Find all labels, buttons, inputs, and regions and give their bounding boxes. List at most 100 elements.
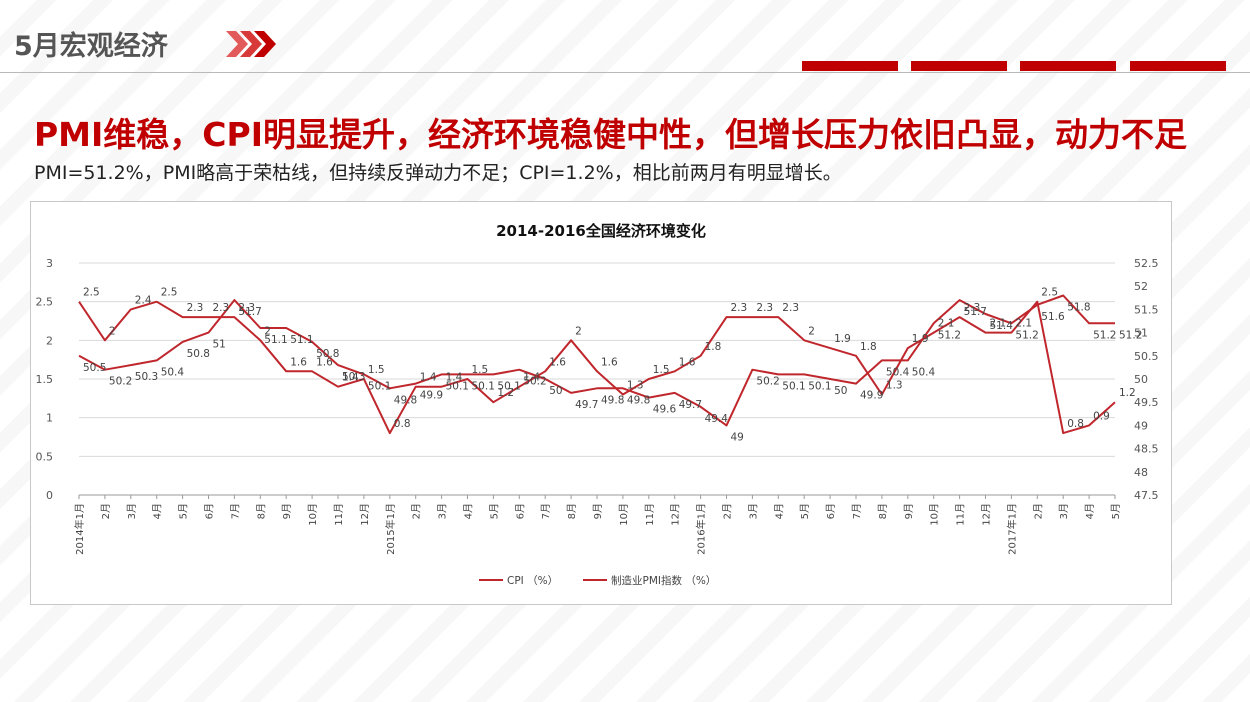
x-axis-tick-label: 6月 — [514, 503, 526, 519]
cpi-data-label: 2.1 — [1015, 318, 1032, 330]
x-axis-tick-label: 2015年1月 — [384, 503, 397, 555]
pmi-data-label: 50.5 — [83, 362, 106, 374]
cpi-data-label: 1.2 — [1119, 387, 1136, 399]
pmi-data-label: 50.4 — [161, 366, 185, 378]
left-axis-tick-label: 2 — [46, 334, 53, 347]
left-axis-tick-label: 1.5 — [36, 373, 54, 386]
pmi-data-label: 51 — [213, 339, 226, 351]
pmi-data-label: 50.2 — [756, 376, 779, 388]
x-axis-tick-label: 2014年1月 — [73, 503, 86, 555]
cpi-data-label: 1.5 — [472, 364, 489, 376]
pmi-data-label: 50.3 — [135, 371, 158, 383]
header-bar-segment — [1020, 61, 1116, 71]
x-axis-tick-label: 5月 — [1110, 503, 1122, 519]
pmi-data-label: 51.1 — [290, 334, 313, 346]
x-axis-tick-label: 7月 — [229, 503, 241, 519]
x-axis-tick-label: 4月 — [463, 503, 475, 519]
cpi-data-label: 2.3 — [964, 302, 981, 314]
cpi-data-label: 1.4 — [446, 372, 463, 384]
pmi-data-label: 51.2 — [1015, 329, 1038, 341]
right-axis-tick-label: 52 — [1134, 280, 1148, 293]
cpi-data-label: 1.6 — [549, 356, 566, 368]
cpi-data-label: 1.6 — [290, 356, 307, 368]
chart-gridlines — [79, 262, 1115, 496]
right-axis-tick-label: 52.5 — [1134, 257, 1159, 270]
cpi-data-label: 2.3 — [782, 302, 799, 314]
x-axis-tick-label: 11月 — [955, 503, 967, 526]
header-bar-segment — [1130, 61, 1226, 71]
pmi-data-label: 51.6 — [1041, 311, 1065, 323]
left-axis-ticks: 0 0.5 1 1.5 2 2.5 3 — [36, 257, 54, 502]
x-axis-tick-label: 10月 — [929, 503, 941, 526]
cpi-data-label: 1.6 — [679, 356, 696, 368]
pmi-data-label: 50.1 — [446, 380, 469, 392]
cpi-data-label: 1.5 — [653, 364, 670, 376]
slide-header: 5月宏观经济 — [0, 0, 1250, 75]
x-axis-tick-label: 9月 — [281, 503, 293, 519]
cpi-data-label: 2 — [109, 325, 116, 337]
left-axis-tick-label: 2.5 — [36, 296, 54, 309]
cpi-data-label: 2 — [264, 325, 271, 337]
pmi-data-label: 49.6 — [653, 404, 677, 416]
x-axis-tick-label: 5月 — [488, 503, 500, 519]
pmi-data-label: 49.8 — [627, 394, 650, 406]
pmi-data-label: 49.8 — [394, 394, 417, 406]
pmi-data-label: 50.1 — [808, 380, 831, 392]
cpi-data-label: 2.3 — [756, 302, 773, 314]
pmi-data-label: 49.4 — [705, 413, 729, 425]
x-axis-tick-label: 6月 — [204, 503, 216, 519]
right-axis-tick-label: 47.5 — [1134, 489, 1159, 502]
x-axis-tick-label: 5月 — [178, 503, 190, 519]
left-axis-tick-label: 3 — [46, 257, 53, 270]
pmi-data-label: 50.1 — [368, 380, 391, 392]
cpi-data-label: 2.3 — [213, 302, 230, 314]
cpi-data-label: 2.1 — [938, 318, 955, 330]
chevron-right-icon — [226, 31, 276, 57]
cpi-data-label: 2.3 — [187, 302, 204, 314]
x-axis-tick-label: 12月 — [981, 503, 993, 526]
x-axis-tick-label: 4月 — [152, 503, 164, 519]
cpi-data-label: 2.3 — [238, 302, 255, 314]
x-axis-tick-label: 12月 — [359, 503, 371, 526]
left-axis-tick-label: 0.5 — [36, 450, 54, 463]
data-labels: 2.5 2 2.4 2.5 2.3 2.3 2.3 2 1.6 1.6 1.4 1.5 0.8 1.4 1.… — [83, 287, 1142, 444]
pmi-data-label: 50.8 — [316, 348, 339, 360]
pmi-data-label: 50.2 — [109, 376, 132, 388]
header-divider — [0, 72, 1250, 73]
legend-label: 制造业PMI指数 （%） — [611, 574, 716, 587]
left-axis-tick-label: 0 — [46, 489, 53, 502]
pmi-data-label: 51.4 — [990, 320, 1014, 332]
pmi-data-label: 50.1 — [472, 380, 495, 392]
x-axis-tick-label: 7月 — [851, 503, 863, 519]
chart-legend: CPI （%） 制造业PMI指数 （%） — [479, 574, 716, 587]
x-axis-tick-label: 8月 — [255, 503, 267, 519]
pmi-data-label: 50.2 — [523, 376, 546, 388]
x-axis-tick-label: 7月 — [540, 503, 552, 519]
x-axis-tick-label: 10月 — [618, 503, 630, 526]
pmi-data-label: 49 — [731, 431, 744, 443]
left-axis-tick-label: 1 — [46, 412, 53, 425]
line-chart: 2014-2016全国经济环境变化 0 0.5 1 1.5 2 2.5 3 47.5 48 48… — [36, 222, 1159, 587]
pmi-data-label: 50.4 — [886, 366, 910, 378]
x-axis-tick-label: 10月 — [307, 503, 319, 526]
cpi-data-label: 2.5 — [1041, 287, 1058, 299]
x-axis-tick-label: 2月 — [722, 503, 734, 519]
pmi-data-label: 49.9 — [860, 390, 883, 402]
pmi-data-label: 51.2 — [1093, 329, 1116, 341]
pmi-series-line — [78, 294, 1115, 427]
pmi-data-label: 50.8 — [187, 348, 210, 360]
cpi-data-label: 2.1 — [990, 318, 1007, 330]
cpi-data-label: 2.5 — [83, 287, 100, 299]
cpi-data-label: 1.3 — [886, 379, 903, 391]
right-axis-tick-label: 49 — [1134, 419, 1148, 432]
x-axis-tick-label: 8月 — [566, 503, 578, 519]
x-axis-tick-label: 2月 — [1032, 503, 1044, 519]
cpi-data-label: 0.8 — [394, 418, 411, 430]
x-axis-tick-label: 3月 — [126, 503, 138, 519]
pmi-data-label: 49.8 — [601, 394, 624, 406]
x-axis-tick-label: 9月 — [592, 503, 604, 519]
x-axis-tick-label: 9月 — [903, 503, 915, 519]
header-bar-segment — [802, 61, 898, 71]
x-axis-tick-label: 8月 — [877, 503, 889, 519]
pmi-data-label: 50.1 — [782, 380, 805, 392]
